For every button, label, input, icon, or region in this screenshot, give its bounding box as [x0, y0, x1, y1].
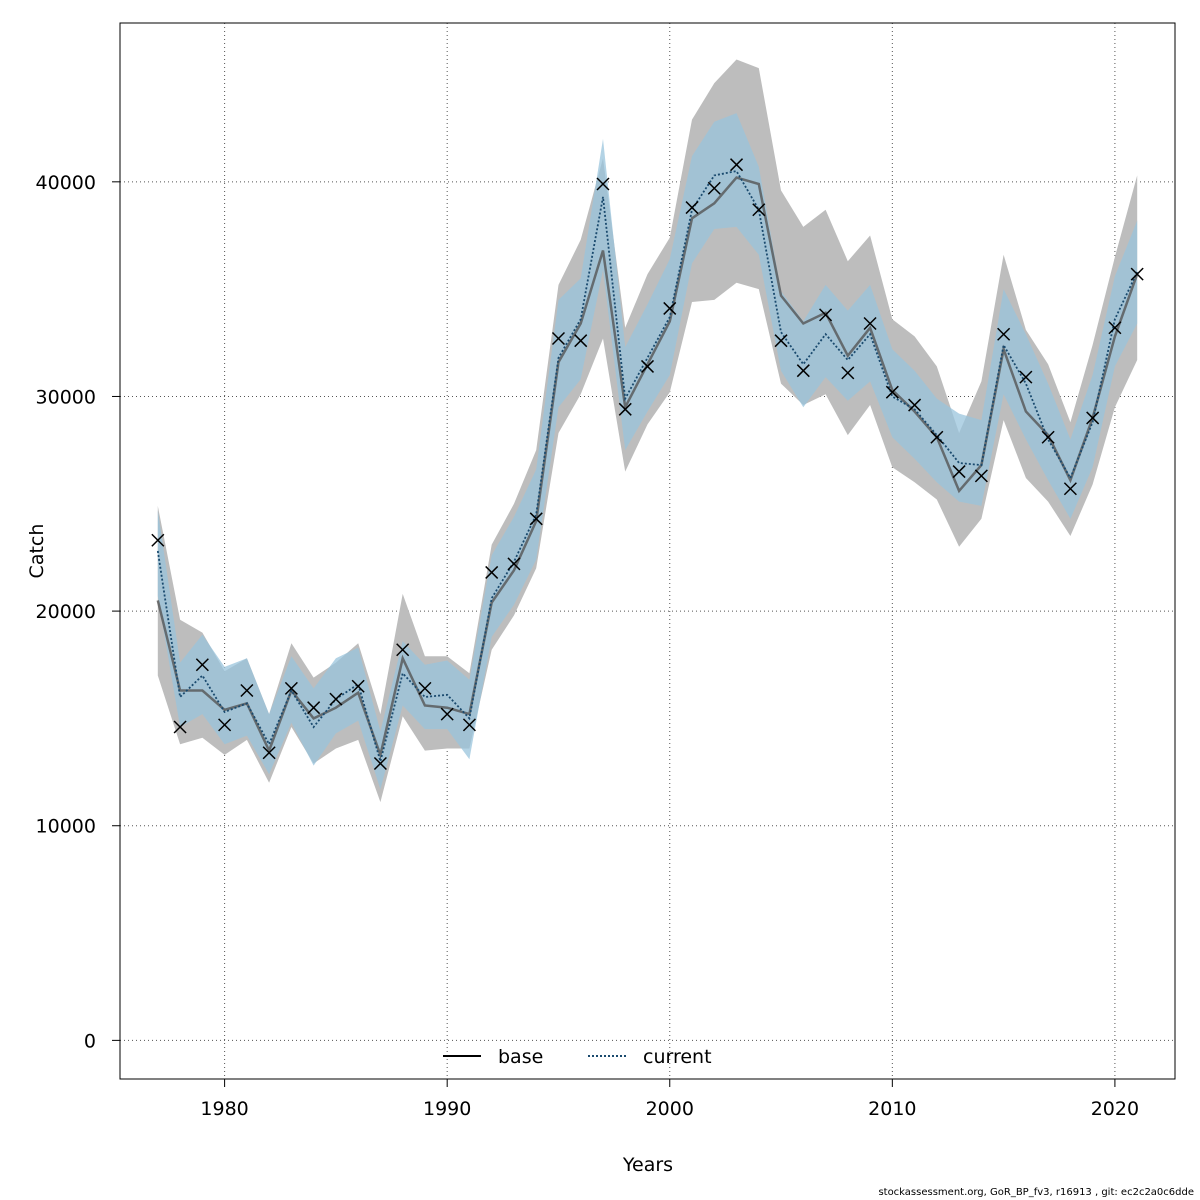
observed-point-1992: [485, 565, 499, 579]
observed-point-2013: [952, 465, 966, 479]
observed-points: [151, 158, 1144, 771]
observed-point-2015: [997, 327, 1011, 341]
base-confidence-band: [157, 59, 1138, 803]
observed-point-1990: [440, 707, 454, 721]
x-tick-label-2000: 2000: [646, 1098, 694, 1120]
y-axis: 0 10000 20000 30000 40000: [36, 172, 120, 1052]
base-series-line: [156, 176, 1139, 760]
observed-point-2001: [685, 201, 699, 215]
observed-point-1987: [373, 756, 387, 771]
observed-point-2017: [1041, 430, 1055, 444]
observed-point-1997: [596, 177, 610, 191]
observed-point-2004: [752, 203, 766, 217]
current-series-line: [156, 170, 1139, 765]
observed-point-1999: [640, 359, 655, 373]
x-tick-label-1980: 1980: [200, 1098, 248, 1120]
plot-frame: [119, 22, 1176, 1080]
observed-point-1979: [195, 658, 209, 672]
confidence-bands: [157, 59, 1138, 803]
observed-point-1994: [529, 512, 543, 526]
observed-point-1998: [618, 402, 632, 416]
observed-point-1993: [507, 557, 521, 571]
observed-point-1996: [574, 334, 588, 348]
legend: base current: [443, 1046, 712, 1068]
observed-point-2021: [1130, 267, 1144, 281]
observed-point-1995: [551, 331, 566, 346]
observed-point-2014: [974, 469, 988, 483]
x-tick-label-2020: 2020: [1091, 1098, 1139, 1120]
y-tick-label-40000: 40000: [36, 172, 96, 194]
x-axis: 1980 1990 2000 2010 2020: [200, 1079, 1139, 1120]
credit-text: stockassessment.org, GoR_BP_fv3, r16913 …: [878, 1187, 1194, 1198]
legend-current-label: current: [643, 1046, 712, 1068]
observed-point-1981: [240, 683, 254, 698]
legend-base-label: base: [498, 1046, 543, 1068]
observed-point-1991: [462, 718, 476, 732]
observed-point-2008: [841, 366, 855, 380]
y-tick-label-20000: 20000: [36, 601, 96, 623]
y-tick-label-10000: 10000: [36, 816, 96, 838]
observed-point-2000: [663, 301, 677, 315]
observed-point-1988: [396, 643, 410, 657]
observed-point-1989: [418, 681, 432, 695]
observed-point-2005: [774, 334, 788, 348]
observed-point-2012: [930, 430, 944, 444]
observed-point-1984: [307, 701, 321, 715]
observed-point-2006: [796, 364, 810, 378]
observed-point-1986: [351, 679, 365, 693]
observed-point-2020: [1108, 321, 1122, 335]
observed-point-2007: [819, 308, 833, 322]
observed-point-1980: [218, 718, 232, 732]
observed-point-2016: [1019, 370, 1033, 384]
observed-point-2011: [908, 398, 922, 412]
series-lines: [156, 170, 1139, 765]
observed-point-1982: [262, 746, 276, 760]
observed-point-2003: [729, 158, 744, 172]
current-confidence-band: [157, 113, 1138, 790]
observed-point-2019: [1086, 411, 1100, 425]
grid: [120, 23, 1175, 1079]
observed-point-2018: [1063, 482, 1077, 496]
observed-point-1985: [329, 692, 343, 706]
observed-point-2009: [863, 316, 877, 331]
observed-point-1978: [173, 720, 187, 734]
y-tick-label-0: 0: [84, 1030, 96, 1052]
observed-point-2002: [707, 181, 721, 195]
x-tick-label-2010: 2010: [868, 1098, 916, 1120]
observed-point-1977: [151, 533, 165, 547]
x-tick-label-1990: 1990: [423, 1098, 471, 1120]
y-axis-label: Catch: [26, 524, 48, 579]
y-tick-label-30000: 30000: [36, 386, 96, 408]
observed-point-1983: [284, 681, 298, 695]
x-axis-label: Years: [622, 1154, 673, 1176]
observed-point-2010: [885, 385, 899, 399]
